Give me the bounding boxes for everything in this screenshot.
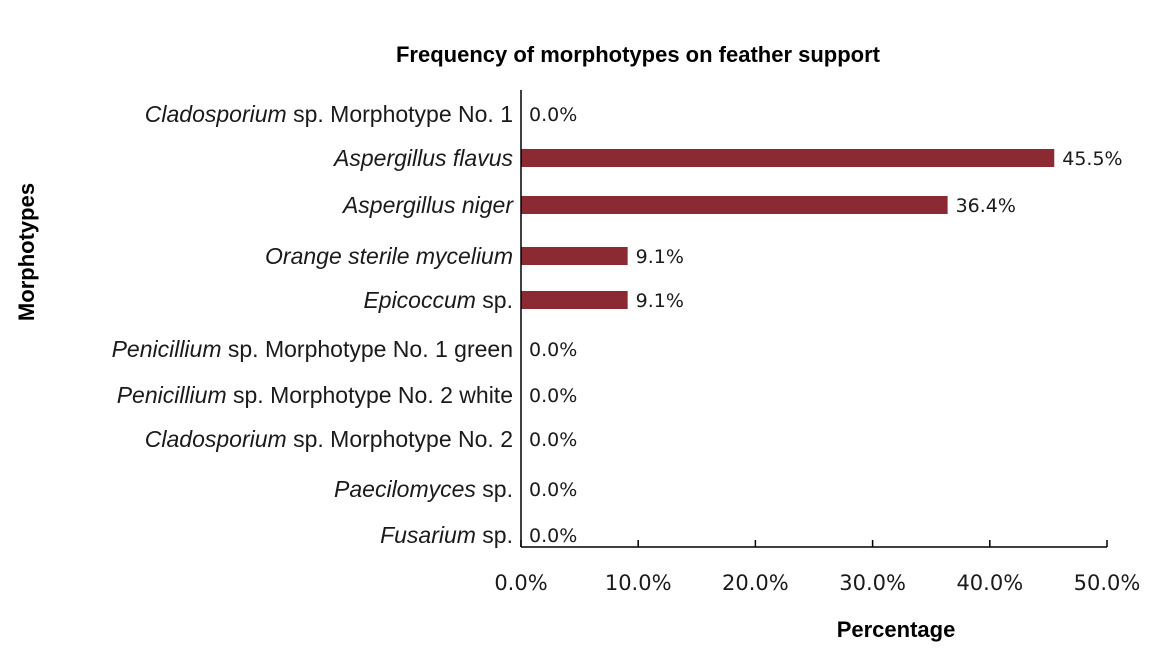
x-tick-label: 10.0% — [605, 571, 672, 595]
category-label: Aspergillus flavus — [332, 145, 513, 171]
data-label: 0.0% — [529, 385, 577, 407]
data-label: 0.0% — [529, 479, 577, 501]
x-axis: 0.0% 10.0% 20.0% 30.0% 40.0% 50.0% — [494, 90, 1140, 595]
data-label: 0.0% — [529, 339, 577, 361]
data-label: 0.0% — [529, 429, 577, 451]
category-labels-group: Cladosporium sp. Morphotype No. 1 Aspergi… — [112, 101, 515, 548]
x-tick-label: 30.0% — [839, 571, 906, 595]
category-label: Fusarium sp. — [380, 522, 513, 548]
category-label: Cladosporium sp. Morphotype No. 1 — [145, 101, 513, 127]
bar — [521, 149, 1055, 167]
category-label: Epicoccum sp. — [363, 287, 513, 313]
data-label: 45.5% — [1062, 148, 1122, 170]
x-axis-title: Percentage — [837, 617, 956, 642]
data-label: 9.1% — [636, 290, 684, 312]
category-label: Penicillium sp. Morphotype No. 1 green — [112, 336, 513, 362]
data-label: 36.4% — [956, 195, 1016, 217]
x-tick-label: 0.0% — [494, 571, 547, 595]
category-label: Aspergillus niger — [341, 192, 514, 218]
data-label: 0.0% — [529, 104, 577, 126]
data-label: 9.1% — [636, 246, 684, 268]
data-label: 0.0% — [529, 525, 577, 547]
y-axis-title: Morphotypes — [14, 183, 39, 321]
x-tick-label: 40.0% — [956, 571, 1023, 595]
x-tick-label: 50.0% — [1074, 571, 1141, 595]
category-label: Penicillium sp. Morphotype No. 2 white — [117, 382, 513, 408]
category-label: Paecilomyces sp. — [334, 476, 513, 502]
bar — [521, 247, 628, 265]
bar — [521, 196, 948, 214]
category-label: Cladosporium sp. Morphotype No. 2 — [145, 426, 513, 452]
category-label: Orange sterile mycelium — [265, 243, 513, 269]
chart-title: Frequency of morphotypes on feather supp… — [396, 42, 881, 67]
x-tick-label: 20.0% — [722, 571, 789, 595]
data-labels-group: 0.0% 45.5% 36.4% 9.1% 9.1% 0.0% 0.0% 0.0% 0.0% 0.… — [529, 104, 1123, 547]
bar — [521, 291, 628, 309]
bars-group — [521, 149, 1055, 309]
